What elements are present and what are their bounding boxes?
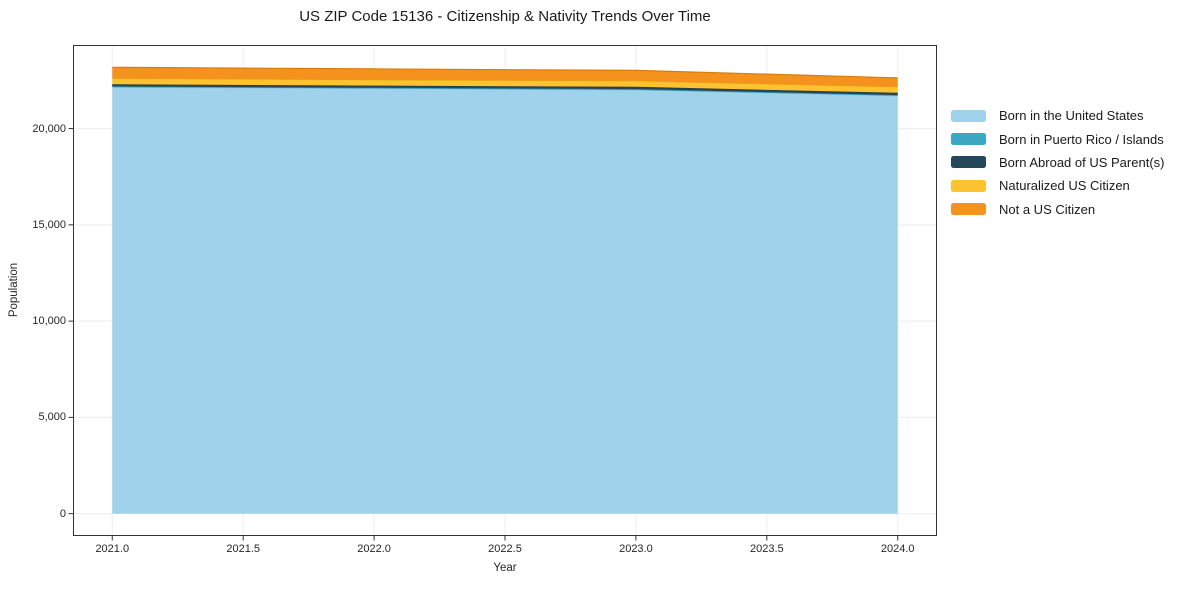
area-layer bbox=[112, 78, 898, 93]
legend-label: Born Abroad of US Parent(s) bbox=[999, 154, 1165, 170]
x-tick-label: 2023.0 bbox=[619, 543, 653, 555]
legend-label: Born in the United States bbox=[999, 108, 1144, 124]
x-tick-label: 2023.5 bbox=[749, 543, 784, 555]
area-layer bbox=[112, 84, 898, 96]
y-tick-label: 20,000 bbox=[32, 122, 66, 135]
legend-swatch-icon bbox=[951, 156, 986, 169]
plot-border bbox=[73, 45, 937, 536]
y-tick-label: 15,000 bbox=[32, 218, 66, 231]
legend-item: Not a US Citizen bbox=[951, 198, 1164, 221]
chart-title: US ZIP Code 15136 - Citizenship & Nativi… bbox=[299, 8, 711, 25]
area-layer bbox=[112, 67, 898, 87]
legend-item: Born in the United States bbox=[951, 104, 1164, 127]
x-tick-label: 2024.0 bbox=[880, 543, 915, 555]
area-layer bbox=[112, 87, 898, 514]
legend-item: Born in Puerto Rico / Islands bbox=[951, 127, 1164, 150]
legend-label: Naturalized US Citizen bbox=[999, 178, 1130, 194]
legend-item: Born Abroad of US Parent(s) bbox=[951, 151, 1164, 174]
y-axis-label: Population bbox=[8, 262, 20, 318]
legend-swatch-icon bbox=[951, 203, 986, 216]
y-tick-label: 5,000 bbox=[38, 411, 66, 424]
x-tick-label: 2021.5 bbox=[226, 543, 260, 555]
legend: Born in the United States Born in Puerto … bbox=[951, 104, 1164, 221]
x-tick-label: 2021.0 bbox=[95, 543, 130, 555]
legend-item: Naturalized US Citizen bbox=[951, 174, 1164, 197]
area-top-edge bbox=[112, 66, 898, 79]
x-tick-label: 2022.0 bbox=[357, 543, 391, 555]
legend-label: Born in Puerto Rico / Islands bbox=[999, 131, 1164, 147]
legend-swatch-icon bbox=[951, 133, 986, 146]
legend-swatch-icon bbox=[951, 179, 986, 192]
x-tick-label: 2022.5 bbox=[488, 543, 522, 555]
legend-swatch-icon bbox=[951, 109, 986, 122]
y-tick-label: 10,000 bbox=[32, 315, 66, 328]
x-axis-label: Year bbox=[493, 562, 517, 574]
y-tick-label: 0 bbox=[59, 507, 66, 520]
legend-label: Not a US Citizen bbox=[999, 201, 1096, 217]
